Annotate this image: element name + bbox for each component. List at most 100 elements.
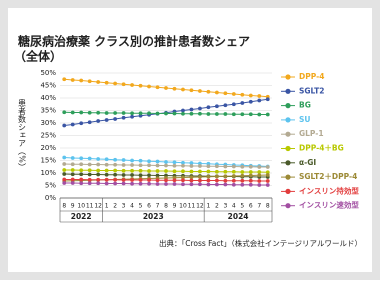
point: [257, 173, 262, 178]
point: [231, 102, 236, 107]
point: [231, 178, 236, 183]
legend-marker: [285, 88, 291, 94]
x-tick-label: 8: [266, 203, 270, 210]
point: [172, 182, 177, 186]
point: [248, 170, 253, 174]
legend-marker: [285, 160, 291, 166]
point: [265, 173, 270, 177]
y-tick-label: 45%: [40, 82, 56, 90]
legend-label: DPP-4＋BG: [299, 144, 344, 153]
point: [96, 119, 101, 123]
point: [113, 162, 118, 167]
point: [104, 157, 109, 162]
point: [189, 111, 194, 116]
point: [206, 89, 211, 94]
point: [62, 172, 67, 176]
point: [104, 168, 109, 173]
point: [113, 117, 118, 121]
x-tick-label: 2: [113, 203, 117, 210]
point: [138, 111, 143, 116]
point: [206, 182, 211, 187]
point: [231, 164, 236, 169]
chart-title: 糖尿病治療薬 クラス別の推計患者数シェア: [18, 34, 250, 49]
point: [164, 163, 168, 168]
point: [223, 182, 228, 187]
point: [121, 82, 126, 87]
point: [172, 86, 177, 91]
point: [223, 164, 228, 169]
point: [257, 112, 262, 117]
y-tick-label: 10%: [40, 169, 56, 177]
point: [87, 110, 92, 115]
point: [206, 174, 211, 179]
point: [189, 175, 194, 180]
point: [164, 111, 168, 116]
x-tick-label: 3: [223, 203, 227, 210]
point: [79, 121, 84, 126]
legend-label: GLP-1: [299, 129, 324, 138]
point: [240, 173, 245, 178]
point: [231, 169, 236, 174]
point: [223, 91, 228, 96]
point: [104, 177, 109, 182]
point: [155, 173, 160, 178]
x-tick-label: 3: [122, 203, 126, 210]
point: [87, 177, 92, 182]
point: [147, 181, 151, 186]
point: [164, 160, 168, 164]
point: [172, 178, 177, 183]
point: [87, 156, 92, 161]
point: [70, 168, 75, 172]
point: [104, 172, 109, 177]
point: [189, 161, 194, 165]
point: [265, 165, 270, 169]
y-tick-label: 0%: [45, 194, 56, 202]
point: [155, 182, 160, 186]
point: [206, 105, 211, 110]
x-tick-label: 11: [86, 203, 94, 210]
point: [87, 168, 92, 173]
legend-label: SGLT2: [299, 86, 324, 95]
point: [181, 169, 185, 174]
point: [248, 93, 253, 98]
point: [138, 181, 143, 186]
point: [113, 111, 118, 115]
point: [113, 181, 118, 186]
point: [206, 112, 211, 116]
point: [181, 163, 185, 168]
point: [198, 89, 202, 93]
point: [214, 104, 219, 109]
point: [206, 169, 211, 174]
point: [121, 173, 126, 177]
point: [113, 81, 118, 86]
point: [189, 164, 194, 168]
y-tick-label: 30%: [40, 119, 56, 127]
y-tick-label: 20%: [40, 144, 56, 152]
point: [121, 163, 126, 167]
point: [121, 111, 126, 115]
point: [70, 122, 75, 127]
point: [198, 111, 202, 116]
year-label: 2024: [228, 212, 249, 221]
point: [172, 163, 177, 168]
x-tick-label: 10: [77, 203, 85, 210]
point: [70, 181, 75, 185]
y-tick-label: 40%: [40, 94, 56, 102]
point: [155, 85, 160, 90]
point: [70, 156, 75, 160]
point: [87, 79, 92, 84]
legend-marker: [285, 145, 291, 152]
legend-label: インスリン速効型: [299, 200, 359, 210]
point: [79, 172, 84, 177]
point: [130, 168, 134, 173]
legend-marker: [285, 174, 291, 180]
point: [189, 169, 194, 174]
point: [257, 165, 262, 169]
point: [121, 181, 126, 186]
point: [96, 168, 101, 173]
point: [62, 77, 67, 82]
point: [240, 101, 245, 105]
point: [147, 169, 151, 173]
point: [155, 169, 160, 173]
point: [231, 182, 236, 187]
